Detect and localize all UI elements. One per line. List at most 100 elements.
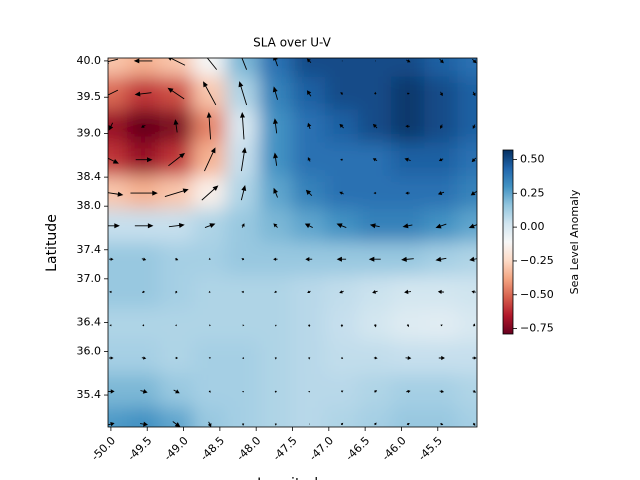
y-tick-label: 35.4	[77, 388, 102, 401]
heat-cell	[108, 308, 128, 343]
y-tick-label: 39.0	[77, 127, 102, 140]
x-tick-label: -49.0	[161, 434, 190, 463]
arrow	[374, 91, 377, 95]
arrow	[304, 223, 313, 229]
arrow	[437, 289, 445, 294]
heat-cell	[108, 341, 128, 376]
arrow	[273, 223, 278, 228]
arrow	[339, 290, 344, 294]
arrow	[108, 223, 120, 229]
arrow	[173, 119, 179, 133]
arrow	[404, 157, 411, 162]
arrow	[306, 90, 312, 97]
arrow	[472, 91, 476, 97]
arrow	[340, 324, 344, 328]
arrow	[272, 86, 278, 100]
arrow	[305, 189, 313, 197]
arrow	[372, 158, 378, 162]
arrow	[440, 324, 443, 327]
arrow	[168, 152, 186, 167]
arrow	[175, 290, 178, 294]
arrow	[439, 91, 443, 97]
arrow	[373, 323, 377, 328]
arrow	[369, 223, 380, 229]
heat-cell	[126, 407, 161, 427]
arrow	[141, 290, 145, 293]
arrow	[272, 118, 278, 134]
arrow	[174, 257, 179, 261]
arrow	[472, 124, 476, 129]
colorbar-tick-label: −0.75	[520, 322, 554, 335]
arrow	[135, 157, 153, 163]
arrow	[140, 389, 148, 394]
arrow	[435, 223, 447, 229]
arrow	[208, 290, 211, 293]
arrow	[140, 421, 149, 427]
heat-cell	[457, 275, 477, 310]
arrow	[109, 356, 114, 360]
arrow	[240, 147, 247, 172]
arrow	[203, 81, 217, 106]
heat-cell	[292, 407, 327, 427]
arrow	[402, 223, 413, 229]
colorbar-tick-label: 0.00	[520, 220, 545, 233]
y-tick-label: 37.0	[77, 272, 102, 285]
arrow	[274, 357, 277, 360]
arrow	[241, 290, 244, 294]
colorbar-tick-label: 0.25	[520, 186, 545, 199]
heat-cell	[457, 76, 477, 111]
heat-cell	[358, 407, 393, 427]
arrow	[167, 87, 185, 100]
arrow	[141, 124, 146, 128]
arrow	[133, 58, 153, 64]
heat-cell	[258, 58, 293, 78]
arrow	[407, 92, 410, 95]
arrow	[273, 152, 279, 166]
heat-cell	[358, 58, 393, 78]
heat-cell	[457, 58, 477, 78]
heat-cell	[159, 58, 194, 78]
heat-cell	[457, 109, 477, 144]
heat-cell	[391, 407, 426, 427]
heat-cell	[457, 242, 477, 277]
arrow	[406, 423, 410, 426]
arrow	[472, 356, 477, 360]
arrow	[207, 421, 212, 427]
heat-cell	[225, 407, 260, 427]
arrow	[204, 147, 216, 172]
arrow	[307, 122, 312, 130]
colorbar-label: Sea Level Anomaly	[568, 189, 581, 294]
arrow	[372, 123, 378, 129]
quiver	[108, 58, 477, 427]
arrow	[405, 355, 412, 360]
y-tick-label: 38.0	[77, 199, 102, 212]
heat-cell	[325, 58, 360, 78]
arrow	[208, 356, 211, 359]
arrow	[340, 390, 344, 393]
arrow	[435, 256, 447, 262]
arrow	[374, 390, 378, 393]
arrow	[130, 190, 158, 196]
arrow	[206, 112, 212, 140]
arrow	[164, 188, 189, 198]
heat-cell	[192, 58, 227, 78]
arrow	[471, 157, 477, 163]
x-tick-label: -46.5	[343, 434, 372, 463]
arrow	[336, 223, 347, 229]
arrow	[109, 324, 112, 327]
x-axis-label: Longitude	[257, 476, 327, 480]
heat-cell	[292, 58, 327, 78]
arrow	[372, 289, 378, 294]
y-tick-label: 40.0	[77, 54, 102, 67]
heat-cell	[108, 109, 128, 144]
heat-cell	[457, 407, 477, 427]
arrow	[439, 389, 445, 393]
arrow	[472, 422, 476, 426]
chart-title: SLA over U-V	[253, 36, 332, 50]
heat-cell	[108, 58, 128, 78]
arrow	[438, 158, 444, 162]
heat-cell	[391, 58, 426, 78]
arrow	[141, 257, 147, 261]
arrow	[201, 185, 219, 201]
heat-cell	[457, 208, 477, 243]
